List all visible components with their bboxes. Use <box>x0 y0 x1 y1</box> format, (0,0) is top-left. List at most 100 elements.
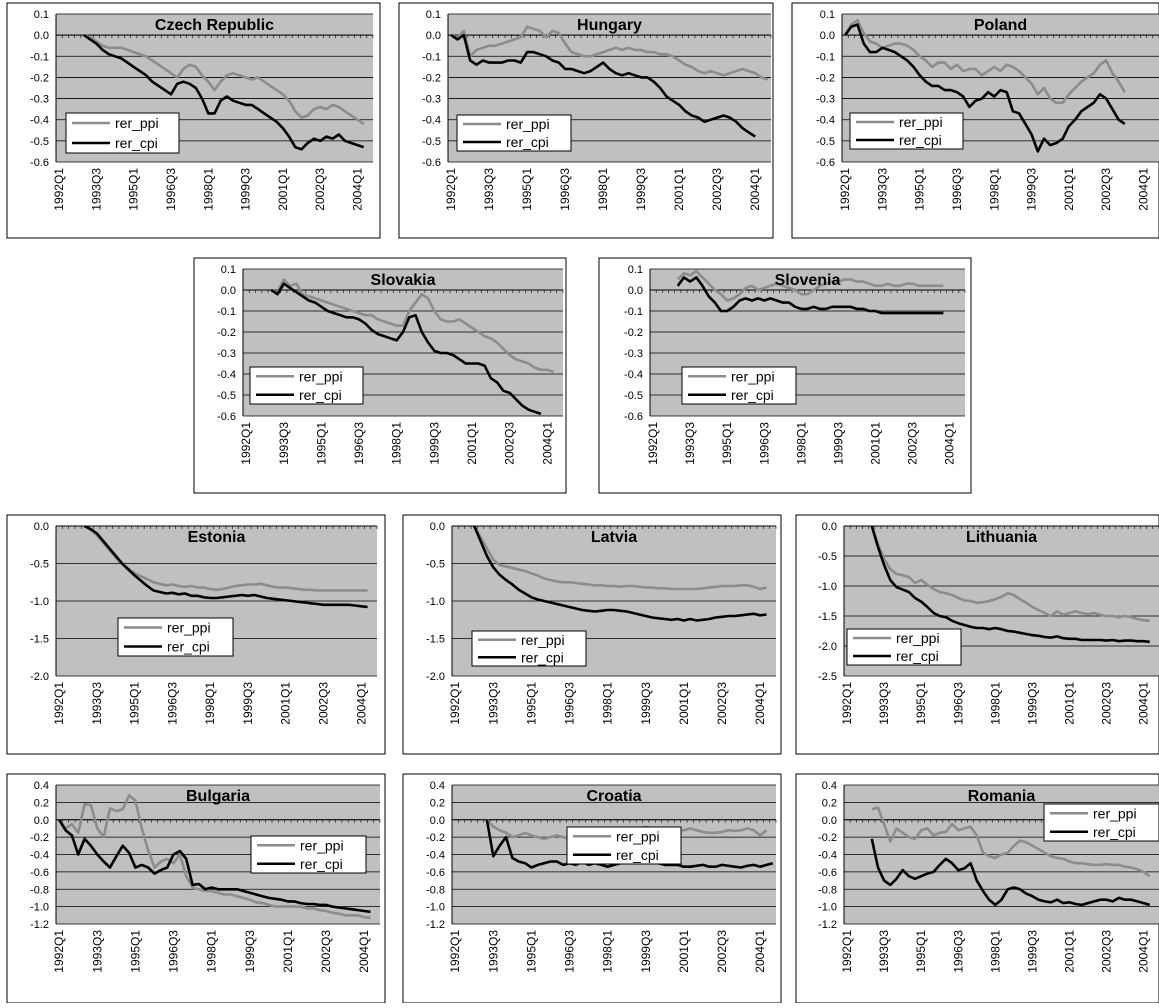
x-tick-label: 1992Q1 <box>52 930 66 973</box>
x-tick-label: 1993Q3 <box>486 682 500 725</box>
x-tick-label: 1995Q1 <box>314 422 328 465</box>
x-tick-label: 1999Q3 <box>831 422 845 465</box>
y-tick-label: -0.1 <box>30 51 49 63</box>
series-line-rer_ppi <box>676 269 944 302</box>
series-line-rer_cpi <box>270 282 542 416</box>
chart-title: Estonia <box>188 529 246 546</box>
series-line-rer_cpi <box>83 526 368 609</box>
x-tick-label: 2004Q1 <box>1136 168 1150 211</box>
x-tick-label: 2002Q3 <box>710 168 724 211</box>
chart-title: Croatia <box>586 788 641 805</box>
legend-box <box>250 835 367 874</box>
y-tick-label: -0.6 <box>30 157 49 169</box>
x-tick-label: 1995Q1 <box>128 682 142 725</box>
x-tick-label: 1992Q1 <box>239 422 253 465</box>
x-tick-label: 2001Q1 <box>279 682 293 725</box>
y-tick-label: -0.4 <box>30 850 49 862</box>
legend: rer_ppi rer_cpi <box>250 835 367 874</box>
y-tick-label: 0.1 <box>34 9 49 21</box>
x-tick-label: 1996Q3 <box>951 682 965 725</box>
x-tick-label: 1998Q1 <box>987 168 1001 211</box>
legend: rer_ppi rer_cpi <box>849 112 964 150</box>
x-tick-label: 1993Q3 <box>89 168 103 211</box>
y-tick-label: -0.2 <box>30 832 49 844</box>
y-tick-label: -0.8 <box>30 884 49 896</box>
y-tick-label: -1.2 <box>818 919 837 931</box>
y-tick-label: 0.1 <box>426 9 441 21</box>
legend-label: rer_ppi <box>521 632 565 648</box>
y-tick-label: -0.2 <box>426 832 445 844</box>
y-tick-label: -0.6 <box>426 867 445 879</box>
legend-box <box>65 112 180 154</box>
x-tick-label: 1995Q1 <box>524 930 538 973</box>
x-tick-label: 2002Q3 <box>503 422 517 465</box>
y-tick-label: -2.0 <box>426 671 445 683</box>
series-line-rer_ppi <box>870 526 1150 623</box>
legend-box <box>681 366 797 405</box>
series-line-rer_cpi <box>844 23 1126 153</box>
x-tick-label: 2004Q1 <box>1137 682 1151 725</box>
series-line-rer_ppi <box>843 18 1126 105</box>
legend-label: rer_ppi <box>506 116 550 132</box>
x-tick-label: 1995Q1 <box>914 930 928 973</box>
y-tick-label: 0.0 <box>430 521 445 533</box>
x-tick-label: 2001Q1 <box>677 682 691 725</box>
y-tick-label: -0.4 <box>30 115 49 127</box>
series-line-rer_ppi <box>83 33 365 125</box>
x-tick-label: 1995Q1 <box>524 682 538 725</box>
legend: rer_ppi rer_cpi <box>846 628 962 666</box>
legend-label: rer_cpi <box>896 648 939 664</box>
x-tick-label: 1996Q3 <box>352 422 366 465</box>
y-tick-label: 0.0 <box>820 30 835 42</box>
x-tick-label: 1998Q1 <box>203 682 217 725</box>
y-tick-label: -1.0 <box>426 596 445 608</box>
x-tick-label: 1993Q3 <box>90 682 104 725</box>
x-tick-label: 1995Q1 <box>914 682 928 725</box>
x-tick-label: 1992Q1 <box>448 682 462 725</box>
y-tick-label: 0.2 <box>430 797 445 809</box>
chart-title: Bulgaria <box>186 788 250 805</box>
x-tick-label: 1998Q1 <box>794 422 808 465</box>
x-tick-label: 2004Q1 <box>357 930 371 973</box>
x-tick-label: 1998Q1 <box>988 930 1002 973</box>
legend-box <box>456 114 572 152</box>
y-tick-label: -0.8 <box>426 884 445 896</box>
x-tick-label: 1998Q1 <box>205 930 219 973</box>
y-tick-label: -2.5 <box>818 671 837 683</box>
y-tick-label: -0.2 <box>217 327 236 339</box>
y-tick-label: 0.2 <box>34 797 49 809</box>
x-tick-label: 2002Q3 <box>715 930 729 973</box>
x-tick-label: 1993Q3 <box>482 168 496 211</box>
y-tick-label: -0.2 <box>818 832 837 844</box>
x-tick-label: 1996Q3 <box>951 930 965 973</box>
legend-label: rer_cpi <box>299 387 342 403</box>
legend-label: rer_ppi <box>896 630 940 646</box>
y-tick-label: -0.3 <box>422 94 441 106</box>
x-tick-label: 1999Q3 <box>639 682 653 725</box>
x-tick-label: 1993Q3 <box>875 168 889 211</box>
y-tick-label: 0.0 <box>430 815 445 827</box>
legend-box <box>849 112 964 150</box>
x-tick-label: 1999Q3 <box>634 168 648 211</box>
x-tick-label: 1992Q1 <box>840 930 854 973</box>
legend-label: rer_cpi <box>506 134 549 150</box>
x-tick-label: 1996Q3 <box>165 682 179 725</box>
series-line-rer_cpi <box>676 276 944 315</box>
x-tick-label: 2004Q1 <box>1137 930 1151 973</box>
x-tick-label: 1992Q1 <box>444 168 458 211</box>
series-line-rer_ppi <box>58 794 371 920</box>
series-line-rer_ppi <box>871 806 1151 878</box>
legend: rer_ppi rer_cpi <box>1043 803 1159 842</box>
y-tick-label: -0.4 <box>426 850 445 862</box>
chart-title: Slovenia <box>775 272 841 289</box>
x-tick-label: 2002Q3 <box>317 682 331 725</box>
legend-box <box>1043 803 1159 842</box>
x-tick-label: 1998Q1 <box>596 168 610 211</box>
x-tick-label: 1999Q3 <box>427 422 441 465</box>
x-tick-label: 1992Q1 <box>838 168 852 211</box>
y-tick-label: -0.5 <box>217 390 236 402</box>
y-tick-label: -0.1 <box>816 51 835 63</box>
